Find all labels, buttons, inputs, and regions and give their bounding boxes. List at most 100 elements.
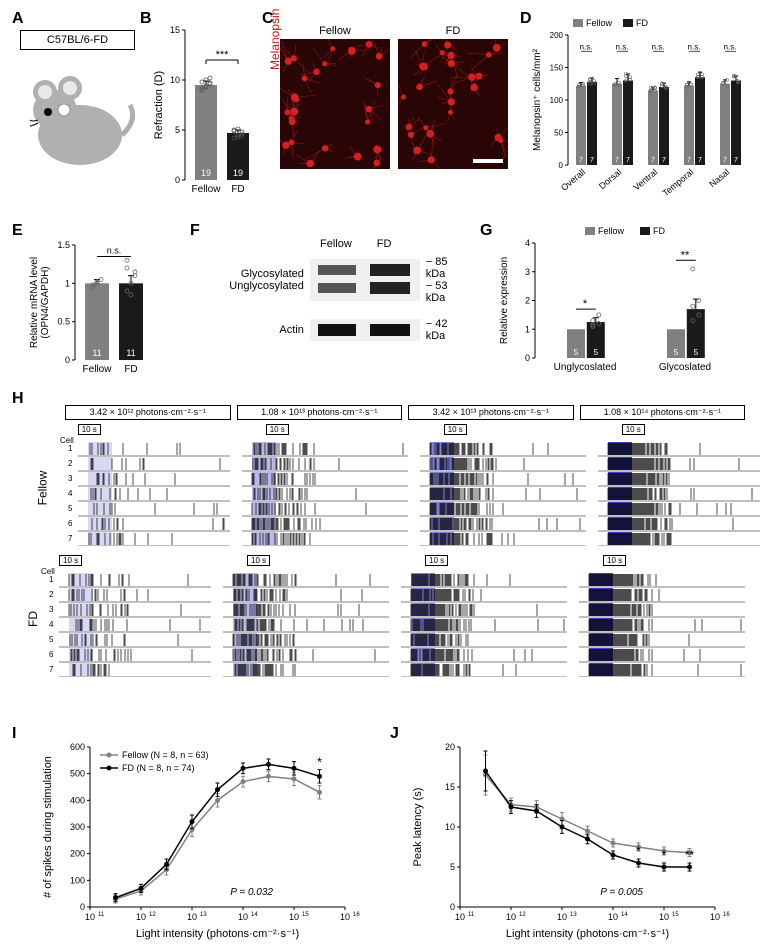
svg-text:Temporal: Temporal bbox=[661, 167, 696, 198]
svg-text:0: 0 bbox=[450, 902, 455, 912]
f-col2: FD bbox=[377, 238, 392, 250]
svg-text:4: 4 bbox=[49, 620, 54, 629]
svg-text:*: * bbox=[317, 754, 322, 769]
svg-text:100: 100 bbox=[550, 96, 564, 105]
svg-text:0: 0 bbox=[175, 175, 180, 185]
svg-text:n.s.: n.s. bbox=[724, 42, 737, 51]
svg-text:Relative mRNA level: Relative mRNA level bbox=[29, 257, 40, 348]
svg-text:**: ** bbox=[681, 249, 690, 261]
svg-text:Melanopsin⁺ cells/mm²: Melanopsin⁺ cells/mm² bbox=[532, 48, 543, 151]
svg-text:*: * bbox=[583, 298, 588, 310]
svg-text:11: 11 bbox=[468, 912, 475, 918]
svg-text:n.s.: n.s. bbox=[580, 42, 593, 51]
svg-text:16: 16 bbox=[723, 912, 730, 918]
svg-text:n.s.: n.s. bbox=[688, 42, 701, 51]
svg-text:2: 2 bbox=[525, 296, 530, 306]
svg-text:0: 0 bbox=[525, 353, 530, 363]
svg-text:Fellow (N = 8, n = 63): Fellow (N = 8, n = 63) bbox=[122, 750, 209, 760]
svg-text:15: 15 bbox=[170, 25, 180, 35]
svg-text:19: 19 bbox=[201, 168, 211, 178]
f-row1: Glycosylated bbox=[210, 268, 304, 280]
svg-text:Light intensity (photons·cm⁻²·: Light intensity (photons·cm⁻²·s⁻¹) bbox=[506, 928, 669, 940]
label-E: E bbox=[12, 222, 23, 240]
label-H: H bbox=[12, 390, 24, 408]
svg-text:Fellow: Fellow bbox=[192, 184, 222, 195]
svg-text:Peak latency (s): Peak latency (s) bbox=[412, 788, 424, 867]
svg-text:n.s.: n.s. bbox=[616, 42, 629, 51]
svg-text:2: 2 bbox=[49, 590, 54, 599]
strain-box: C57BL/6-FD bbox=[20, 30, 135, 50]
svg-text:Glycoslated: Glycoslated bbox=[659, 362, 711, 373]
blot1 bbox=[310, 259, 420, 301]
svg-text:Dorsal: Dorsal bbox=[597, 167, 623, 191]
svg-text:**: ** bbox=[685, 848, 695, 862]
svg-text:7: 7 bbox=[615, 157, 619, 164]
c-col1: Fellow bbox=[280, 25, 390, 37]
label-G: G bbox=[480, 222, 492, 240]
label-A: A bbox=[12, 10, 24, 28]
svg-text:Refraction (D): Refraction (D) bbox=[153, 71, 165, 139]
svg-text:10: 10 bbox=[445, 822, 455, 832]
svg-text:500: 500 bbox=[70, 769, 85, 779]
svg-text:16: 16 bbox=[353, 912, 360, 918]
svg-text:13: 13 bbox=[570, 912, 577, 918]
label-I: I bbox=[12, 725, 16, 743]
svg-text:600: 600 bbox=[70, 742, 85, 752]
svg-text:0: 0 bbox=[65, 355, 70, 365]
svg-text:10: 10 bbox=[238, 912, 248, 922]
svg-text:400: 400 bbox=[70, 795, 85, 805]
svg-text:Fellow: Fellow bbox=[586, 18, 613, 28]
svg-text:*: * bbox=[636, 844, 641, 858]
c-col2: FD bbox=[398, 25, 508, 37]
blot2 bbox=[310, 319, 420, 341]
svg-text:7: 7 bbox=[590, 157, 594, 164]
svg-text:7: 7 bbox=[651, 157, 655, 164]
svg-text:1: 1 bbox=[68, 444, 73, 453]
svg-text:7: 7 bbox=[49, 665, 54, 674]
svg-text:FD: FD bbox=[653, 226, 665, 236]
svg-text:2: 2 bbox=[68, 459, 73, 468]
svg-text:5: 5 bbox=[450, 862, 455, 872]
label-J: J bbox=[390, 725, 399, 743]
svg-text:*: * bbox=[662, 848, 667, 862]
svg-text:10: 10 bbox=[506, 912, 516, 922]
svg-text:10: 10 bbox=[170, 75, 180, 85]
svg-text:n.s.: n.s. bbox=[107, 246, 122, 256]
svg-text:FD: FD bbox=[124, 364, 137, 375]
svg-text:14: 14 bbox=[251, 912, 258, 918]
panel-H: 3.42 × 10¹² photons·cm⁻²·s⁻¹1.08 × 10¹³ … bbox=[25, 405, 745, 682]
melanopsin-label: Melanopsin bbox=[268, 9, 282, 70]
svg-text:150: 150 bbox=[550, 64, 564, 73]
svg-text:10: 10 bbox=[136, 912, 146, 922]
svg-text:7: 7 bbox=[734, 157, 738, 164]
svg-text:7: 7 bbox=[579, 157, 583, 164]
svg-text:Nasal: Nasal bbox=[707, 167, 731, 189]
melanopsin-fellow bbox=[280, 39, 390, 169]
svg-text:300: 300 bbox=[70, 822, 85, 832]
svg-text:0: 0 bbox=[559, 161, 564, 170]
svg-text:11: 11 bbox=[92, 348, 101, 358]
svg-text:Overall: Overall bbox=[559, 167, 587, 193]
svg-text:10: 10 bbox=[710, 912, 720, 922]
f-row3: Actin bbox=[210, 324, 310, 336]
svg-text:P = 0.005: P = 0.005 bbox=[600, 887, 643, 898]
kda2: − 53 kDa bbox=[426, 280, 470, 304]
svg-text:15: 15 bbox=[672, 912, 679, 918]
svg-text:200: 200 bbox=[550, 31, 564, 40]
label-F: F bbox=[190, 222, 200, 240]
svg-text:7: 7 bbox=[698, 157, 702, 164]
svg-text:4: 4 bbox=[68, 489, 73, 498]
svg-text:100: 100 bbox=[70, 875, 85, 885]
svg-text:7: 7 bbox=[662, 157, 666, 164]
svg-text:5: 5 bbox=[674, 348, 679, 357]
svg-text:n.s.: n.s. bbox=[652, 42, 665, 51]
svg-text:Light intensity (photons·cm⁻²·: Light intensity (photons·cm⁻²·s⁻¹) bbox=[136, 928, 299, 940]
panel-B-chart: 051015Refraction (D)19Fellow19FD*** bbox=[150, 20, 260, 215]
svg-text:FD: FD bbox=[636, 18, 648, 28]
svg-text:5: 5 bbox=[594, 348, 599, 357]
svg-text:FD (N = 8, n = 74): FD (N = 8, n = 74) bbox=[122, 763, 195, 773]
mouse-cartoon bbox=[20, 50, 135, 170]
svg-text:5: 5 bbox=[49, 635, 54, 644]
svg-text:15: 15 bbox=[302, 912, 309, 918]
f-col1: Fellow bbox=[320, 238, 352, 250]
